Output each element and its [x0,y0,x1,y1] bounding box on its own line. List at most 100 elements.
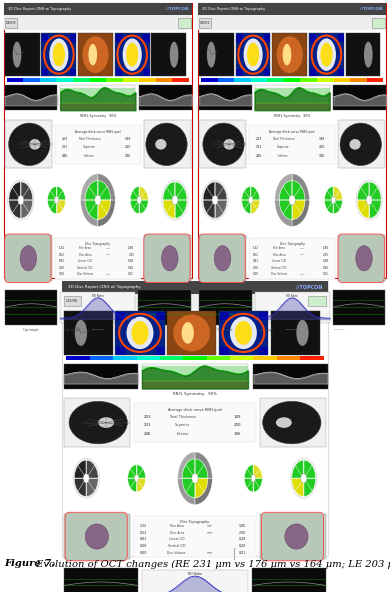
Wedge shape [195,478,212,504]
Text: 196: 196 [234,432,241,436]
Text: Average thick nerve RNFL(μm): Average thick nerve RNFL(μm) [168,408,222,412]
Text: Total Thickness: Total Thickness [272,137,295,140]
Text: 0.52: 0.52 [59,253,65,256]
Bar [134,403,256,442]
Bar [199,236,246,281]
Wedge shape [136,478,145,492]
Circle shape [135,475,139,482]
Ellipse shape [173,314,210,351]
Circle shape [212,195,218,205]
Circle shape [54,197,59,204]
Bar [115,34,122,41]
Bar [309,33,344,76]
Bar [267,78,284,82]
Text: Cup margin: Cup margin [258,329,273,332]
Bar [218,78,234,82]
Wedge shape [324,186,333,200]
Bar [251,78,267,82]
Bar [199,290,252,324]
Wedge shape [98,181,111,200]
Text: Total Thickness: Total Thickness [169,415,196,419]
Text: 231: 231 [62,145,68,149]
Bar [172,78,189,82]
Text: //TOPCON: //TOPCON [166,7,188,11]
Wedge shape [85,181,98,200]
Text: OD/RE: OD/RE [6,21,16,25]
Bar [40,78,57,82]
Wedge shape [85,200,98,220]
Wedge shape [275,200,292,226]
Circle shape [73,458,99,498]
Ellipse shape [182,322,194,344]
FancyBboxPatch shape [65,512,127,561]
Bar [142,366,248,380]
Text: Vertical C/D: Vertical C/D [77,266,92,270]
Text: mm³: mm³ [300,274,305,275]
Text: 196: 196 [124,153,131,157]
Ellipse shape [75,320,87,346]
Bar [255,292,330,323]
Text: 3D Disc Report-ONH w/ Topography: 3D Disc Report-ONH w/ Topography [8,7,71,11]
FancyBboxPatch shape [4,3,192,278]
Text: 1.80: 1.80 [128,246,134,250]
Text: Inferior: Inferior [278,153,289,157]
Text: Superior: Superior [277,145,290,149]
Text: mm²: mm² [105,254,111,255]
Bar [142,382,248,388]
Ellipse shape [126,317,153,349]
Text: Disc Volume: Disc Volume [77,272,93,276]
Ellipse shape [98,417,114,428]
Bar [338,120,385,169]
Bar [64,296,81,307]
Bar [236,34,243,41]
Wedge shape [74,460,86,478]
Wedge shape [57,200,66,214]
Text: 3D Disc Report-ONH w/ Topography: 3D Disc Report-ONH w/ Topography [68,285,140,289]
Text: Rim Area: Rim Area [79,246,91,250]
Bar [41,33,76,76]
FancyBboxPatch shape [199,234,245,282]
Text: Disc Topography: Disc Topography [85,242,110,246]
Wedge shape [279,181,292,200]
Bar [57,78,73,82]
Ellipse shape [85,524,108,549]
Wedge shape [203,182,215,200]
Bar [198,3,386,15]
Text: Disc Area: Disc Area [79,253,91,256]
Ellipse shape [285,524,308,549]
Wedge shape [203,200,215,218]
Ellipse shape [146,123,187,166]
Bar [199,18,211,28]
Circle shape [202,180,228,220]
Text: mm²: mm² [206,531,213,535]
Wedge shape [98,173,115,200]
Text: 200: 200 [124,145,131,149]
Wedge shape [254,465,262,478]
Bar [23,78,40,82]
Ellipse shape [320,43,333,66]
Text: 0.28: 0.28 [239,538,246,542]
Wedge shape [357,200,369,218]
Bar [167,311,216,355]
Text: Linear C/D: Linear C/D [169,538,184,542]
Text: 1.80: 1.80 [239,525,246,528]
Text: 0.81: 0.81 [253,259,259,263]
Bar [64,514,130,559]
Wedge shape [130,186,139,200]
Bar [4,3,192,15]
Bar [4,15,192,30]
Bar [143,69,150,76]
Wedge shape [292,460,304,478]
Wedge shape [292,200,309,226]
Text: 0.81: 0.81 [59,259,65,263]
Bar [115,33,150,76]
Text: 200: 200 [234,423,241,427]
Text: Linear C/D: Linear C/D [78,259,92,263]
Bar [64,311,113,355]
Text: 1.32: 1.32 [253,246,259,250]
Ellipse shape [247,43,259,66]
Text: Disc Topography: Disc Topography [280,242,305,246]
Ellipse shape [296,320,308,346]
Bar [60,102,135,104]
Bar [64,398,130,447]
